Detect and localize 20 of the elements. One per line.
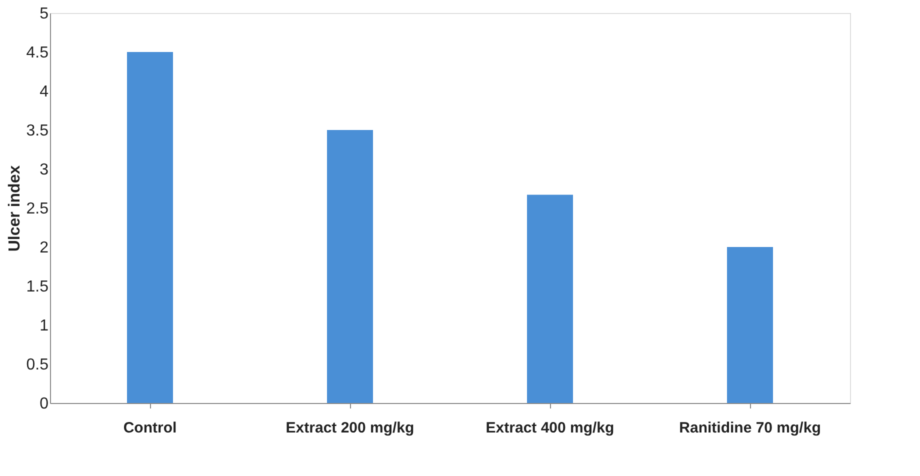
y-tick-label: 3.5 bbox=[26, 122, 49, 140]
y-tick-label: 4.5 bbox=[26, 44, 49, 62]
y-tick-label: 0 bbox=[40, 396, 49, 412]
x-tick-label: Extract 200 mg/kg bbox=[286, 420, 414, 436]
y-tick-label: 1.5 bbox=[26, 278, 49, 296]
y-tick-label: 5 bbox=[40, 6, 49, 22]
bar bbox=[727, 247, 773, 403]
y-tick-label: 3 bbox=[40, 162, 49, 178]
x-tick-label: Ranitidine 70 mg/kg bbox=[679, 420, 821, 436]
x-tick-label: Control bbox=[123, 420, 177, 436]
bar bbox=[327, 130, 373, 403]
bar bbox=[527, 194, 573, 403]
y-tick-label: 0.5 bbox=[26, 356, 49, 374]
x-tick-label: Extract 400 mg/kg bbox=[486, 420, 614, 436]
y-axis-title: Ulcer index bbox=[6, 165, 24, 252]
bar bbox=[127, 52, 173, 403]
y-tick-label: 2 bbox=[40, 240, 49, 256]
y-tick-label: 4 bbox=[40, 84, 49, 100]
y-tick-label: 2.5 bbox=[26, 200, 49, 218]
y-tick-label: 1 bbox=[40, 318, 49, 334]
